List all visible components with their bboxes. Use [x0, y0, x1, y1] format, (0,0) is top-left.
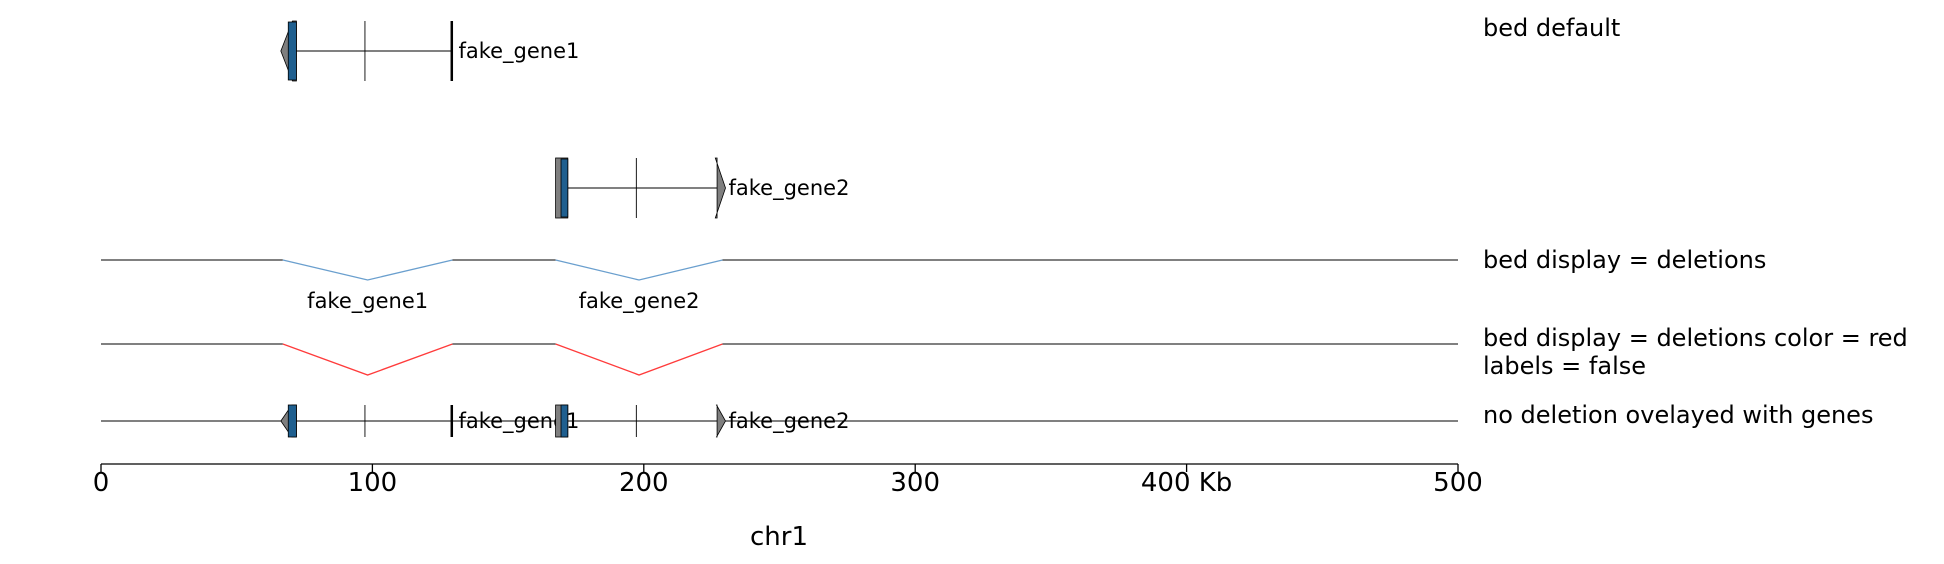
track-title-line: labels = false — [1483, 352, 1646, 380]
track-title-line: no deletion ovelayed with genes — [1483, 401, 1873, 429]
stacked-gene-fake_gene1: fake_gene1 — [280, 20, 579, 82]
x-axis-tick-label: 500 — [1433, 468, 1483, 498]
x-axis: 0 100 200 300 400 Kb 500 chr1 — [93, 463, 1483, 552]
gene-cds — [560, 404, 569, 438]
track-title-line: bed display = deletions — [1483, 246, 1766, 274]
track-title-deletions: bed display = deletions — [1483, 246, 1766, 274]
gene-utr-arrow — [714, 157, 726, 219]
deletion-arc — [282, 343, 453, 376]
gene-cds — [560, 158, 569, 218]
track-titles: bed default bed display = deletions bed di… — [1483, 14, 1908, 429]
track-title-overlay: no deletion ovelayed with genes — [1483, 401, 1873, 429]
deletion-label: fake_gene2 — [579, 289, 700, 314]
deletion-label: fake_gene1 — [307, 289, 428, 314]
gene-label: fake_gene2 — [729, 409, 850, 434]
gene-label: fake_gene1 — [458, 39, 579, 64]
x-axis-tick-label: 100 — [348, 468, 398, 498]
deletion-arc — [282, 259, 453, 281]
deletions-track-red — [101, 343, 1458, 376]
x-axis-title: chr1 — [750, 522, 808, 552]
tracks-layer: fake_gene1 fake_gene2 fake_gene1 fake_gene2… — [101, 20, 1458, 438]
x-axis-tick-label: 200 — [619, 468, 669, 498]
x-axis-tick-label: 400 Kb — [1141, 468, 1232, 498]
deletion-arc — [555, 259, 723, 281]
gene-label: fake_gene2 — [729, 176, 850, 201]
track-title-line: bed display = deletions color = red — [1483, 324, 1908, 352]
stacked-gene-fake_gene2: fake_gene2 — [555, 157, 850, 219]
track-title-bed-default: bed default — [1483, 14, 1620, 42]
track-title-line: bed default — [1483, 14, 1620, 42]
gene-cds — [287, 21, 297, 81]
x-axis-tick-label: 300 — [890, 468, 940, 498]
x-axis-tick-label: 0 — [93, 468, 110, 498]
deletion-arc — [555, 343, 723, 376]
track-title-deletions-red: bed display = deletions color = red label… — [1483, 324, 1908, 380]
deletions-track-blue: fake_gene1 fake_gene2 — [101, 259, 1458, 314]
gene-cds — [287, 404, 297, 438]
overlay-gene-fake_gene2: fake_gene2 — [555, 404, 850, 438]
gene-utr-arrow — [715, 404, 726, 438]
